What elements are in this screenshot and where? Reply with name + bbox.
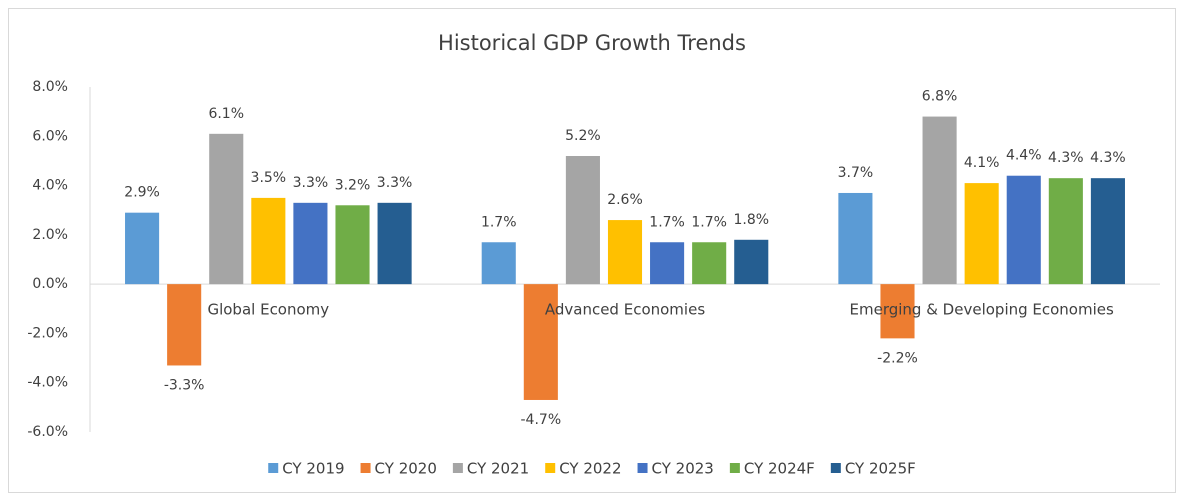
bar	[523, 284, 558, 400]
data-label: 1.7%	[691, 214, 727, 230]
y-tick-label: 4.0%	[32, 178, 68, 194]
bar	[964, 183, 999, 285]
chart-title: Historical GDP Growth Trends	[438, 31, 746, 55]
bar	[335, 205, 370, 285]
bar	[293, 202, 328, 285]
legend-swatch	[360, 463, 371, 473]
bar	[209, 133, 244, 285]
legend-swatch	[268, 463, 279, 473]
y-tick-label: 6.0%	[32, 128, 68, 144]
legend-label: CY 2025F	[845, 460, 916, 478]
y-tick-label: -2.0%	[27, 325, 68, 341]
x-tick-label: Global Economy	[207, 301, 329, 319]
legend-label: CY 2021	[467, 460, 529, 478]
bar	[125, 212, 160, 285]
bar	[650, 242, 685, 285]
data-label: 1.8%	[733, 212, 769, 228]
data-label: 6.1%	[208, 106, 244, 122]
bar	[167, 284, 202, 366]
bar	[734, 239, 769, 285]
legend-label: CY 2020	[375, 460, 437, 478]
legend-label: CY 2023	[652, 460, 714, 478]
legend-swatch	[452, 463, 463, 473]
x-tick-label: Advanced Economies	[545, 301, 705, 319]
y-tick-label: 0.0%	[32, 276, 68, 292]
legend-label: CY 2022	[559, 460, 621, 478]
data-label: 3.3%	[377, 175, 413, 191]
bar	[251, 197, 286, 285]
data-label: 3.5%	[251, 170, 287, 186]
data-label: -3.3%	[164, 377, 205, 393]
bar	[692, 242, 727, 285]
bar	[565, 156, 600, 285]
bar	[880, 284, 915, 339]
legend-swatch	[830, 463, 841, 473]
y-tick-label: 8.0%	[32, 79, 68, 95]
data-label: 1.7%	[481, 214, 517, 230]
bar	[481, 242, 516, 285]
data-label: 4.4%	[1006, 148, 1042, 164]
data-label: 4.1%	[964, 155, 1000, 171]
data-label: 4.3%	[1048, 150, 1084, 166]
data-label: -2.2%	[877, 350, 918, 366]
bar	[607, 220, 643, 285]
bar	[1090, 178, 1125, 285]
bar	[838, 192, 873, 285]
data-label: 2.9%	[124, 185, 160, 201]
legend-swatch	[545, 463, 556, 473]
y-tick-label: 2.0%	[32, 227, 68, 243]
legend-swatch	[637, 463, 648, 473]
legend-label: CY 2024F	[744, 460, 815, 478]
data-label: 3.3%	[293, 175, 329, 191]
data-label: 2.6%	[607, 192, 643, 208]
data-label: 3.2%	[335, 177, 371, 193]
legend-swatch	[729, 463, 740, 473]
data-label: 1.7%	[649, 214, 685, 230]
data-label: 5.2%	[565, 128, 601, 144]
bar	[1048, 178, 1083, 285]
bar	[1006, 175, 1041, 285]
bar	[377, 202, 412, 285]
data-label: 3.7%	[838, 165, 874, 181]
data-label: -4.7%	[521, 412, 562, 428]
legend-label: CY 2019	[282, 460, 344, 478]
data-label: 4.3%	[1090, 150, 1126, 166]
y-tick-label: -4.0%	[27, 375, 68, 391]
y-tick-label: -6.0%	[27, 424, 68, 440]
data-label: 6.8%	[922, 89, 958, 105]
bar	[922, 116, 957, 285]
x-tick-label: Emerging & Developing Economies	[850, 301, 1114, 319]
